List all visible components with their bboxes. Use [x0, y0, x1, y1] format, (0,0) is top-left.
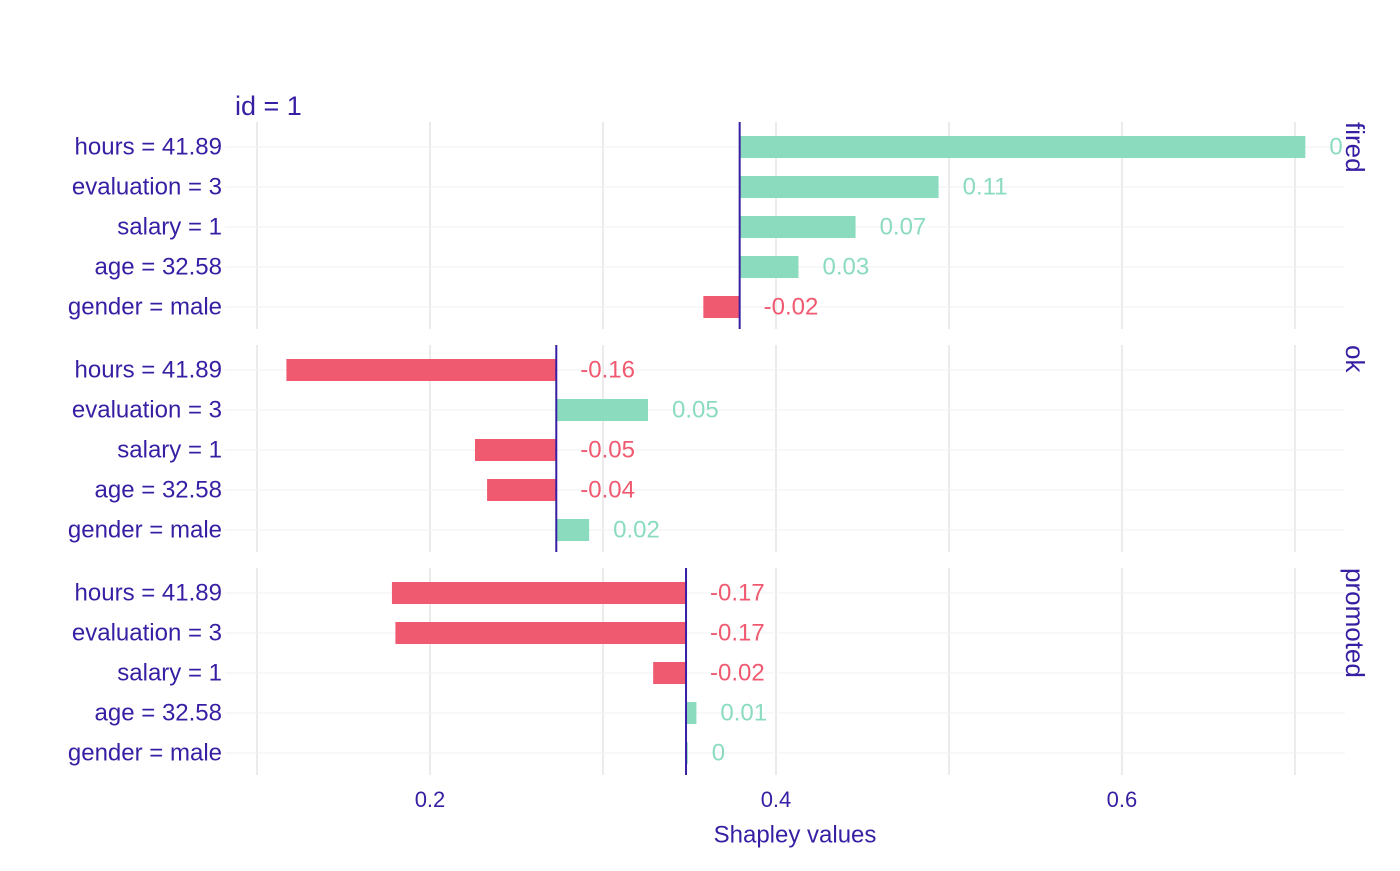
bar — [703, 296, 740, 318]
y-tick-label: salary = 1 — [117, 659, 222, 686]
facet-label: promoted — [1340, 568, 1370, 678]
bar — [739, 216, 856, 238]
y-tick-label: hours = 41.89 — [75, 579, 222, 606]
facet-label: ok — [1340, 345, 1370, 373]
bar — [391, 582, 687, 604]
value-label: -0.02 — [764, 293, 819, 320]
x-tick-label: 0.4 — [761, 787, 792, 812]
bar — [739, 176, 939, 198]
x-axis-label: Shapley values — [714, 821, 877, 848]
bar — [739, 256, 799, 278]
facet-panel: -0.17 -0.17 -0.02 0.01 0 — [225, 568, 1345, 775]
value-label: 0.05 — [672, 396, 719, 423]
bar — [739, 136, 1306, 158]
value-label: 0.02 — [613, 516, 660, 543]
facet-panel: 0.33 0.11 0.07 0.03-0.02 — [225, 122, 1376, 329]
y-tick-label: gender = male — [68, 739, 222, 766]
facet-panel: -0.16 0.05 -0.05 -0.04 0.02 — [225, 345, 1345, 552]
plot-area: 0.330.110.070.03-0.02-0.160.05-0.05-0.04… — [225, 122, 1376, 775]
x-tick-label: 0.6 — [1107, 787, 1138, 812]
y-tick-label: hours = 41.89 — [75, 356, 222, 383]
bar — [487, 479, 557, 501]
chart-title: id = 1 — [235, 91, 302, 121]
value-label: 0.33 — [1329, 133, 1376, 160]
y-tick-label: gender = male — [68, 516, 222, 543]
y-tick-label: salary = 1 — [117, 213, 222, 240]
value-label: 0.01 — [720, 699, 767, 726]
y-tick-label: evaluation = 3 — [72, 173, 222, 200]
value-label: -0.16 — [580, 356, 635, 383]
y-tick-label: hours = 41.89 — [75, 133, 222, 160]
bar — [653, 662, 687, 684]
facet-label: fired — [1340, 122, 1370, 173]
x-tick-label: 0.2 — [415, 787, 446, 812]
value-label: 0.11 — [963, 173, 1008, 200]
value-label: 0.03 — [822, 253, 869, 280]
y-tick-label: salary = 1 — [117, 436, 222, 463]
bar — [556, 399, 648, 421]
y-tick-label: evaluation = 3 — [72, 619, 222, 646]
y-tick-label: age = 32.58 — [95, 253, 222, 280]
value-label: -0.05 — [580, 436, 635, 463]
y-tick-label: evaluation = 3 — [72, 396, 222, 423]
y-tick-label: age = 32.58 — [95, 476, 222, 503]
y-tick-label: age = 32.58 — [95, 699, 222, 726]
value-label: -0.02 — [710, 659, 765, 686]
bar — [686, 702, 697, 724]
bar — [474, 439, 557, 461]
value-label: 0 — [712, 739, 725, 766]
bar — [395, 622, 687, 644]
value-label: -0.17 — [710, 579, 765, 606]
bar — [286, 359, 557, 381]
y-tick-label: gender = male — [68, 293, 222, 320]
value-label: -0.04 — [580, 476, 635, 503]
value-label: 0.07 — [880, 213, 927, 240]
value-label: -0.17 — [710, 619, 765, 646]
bar — [556, 519, 590, 541]
